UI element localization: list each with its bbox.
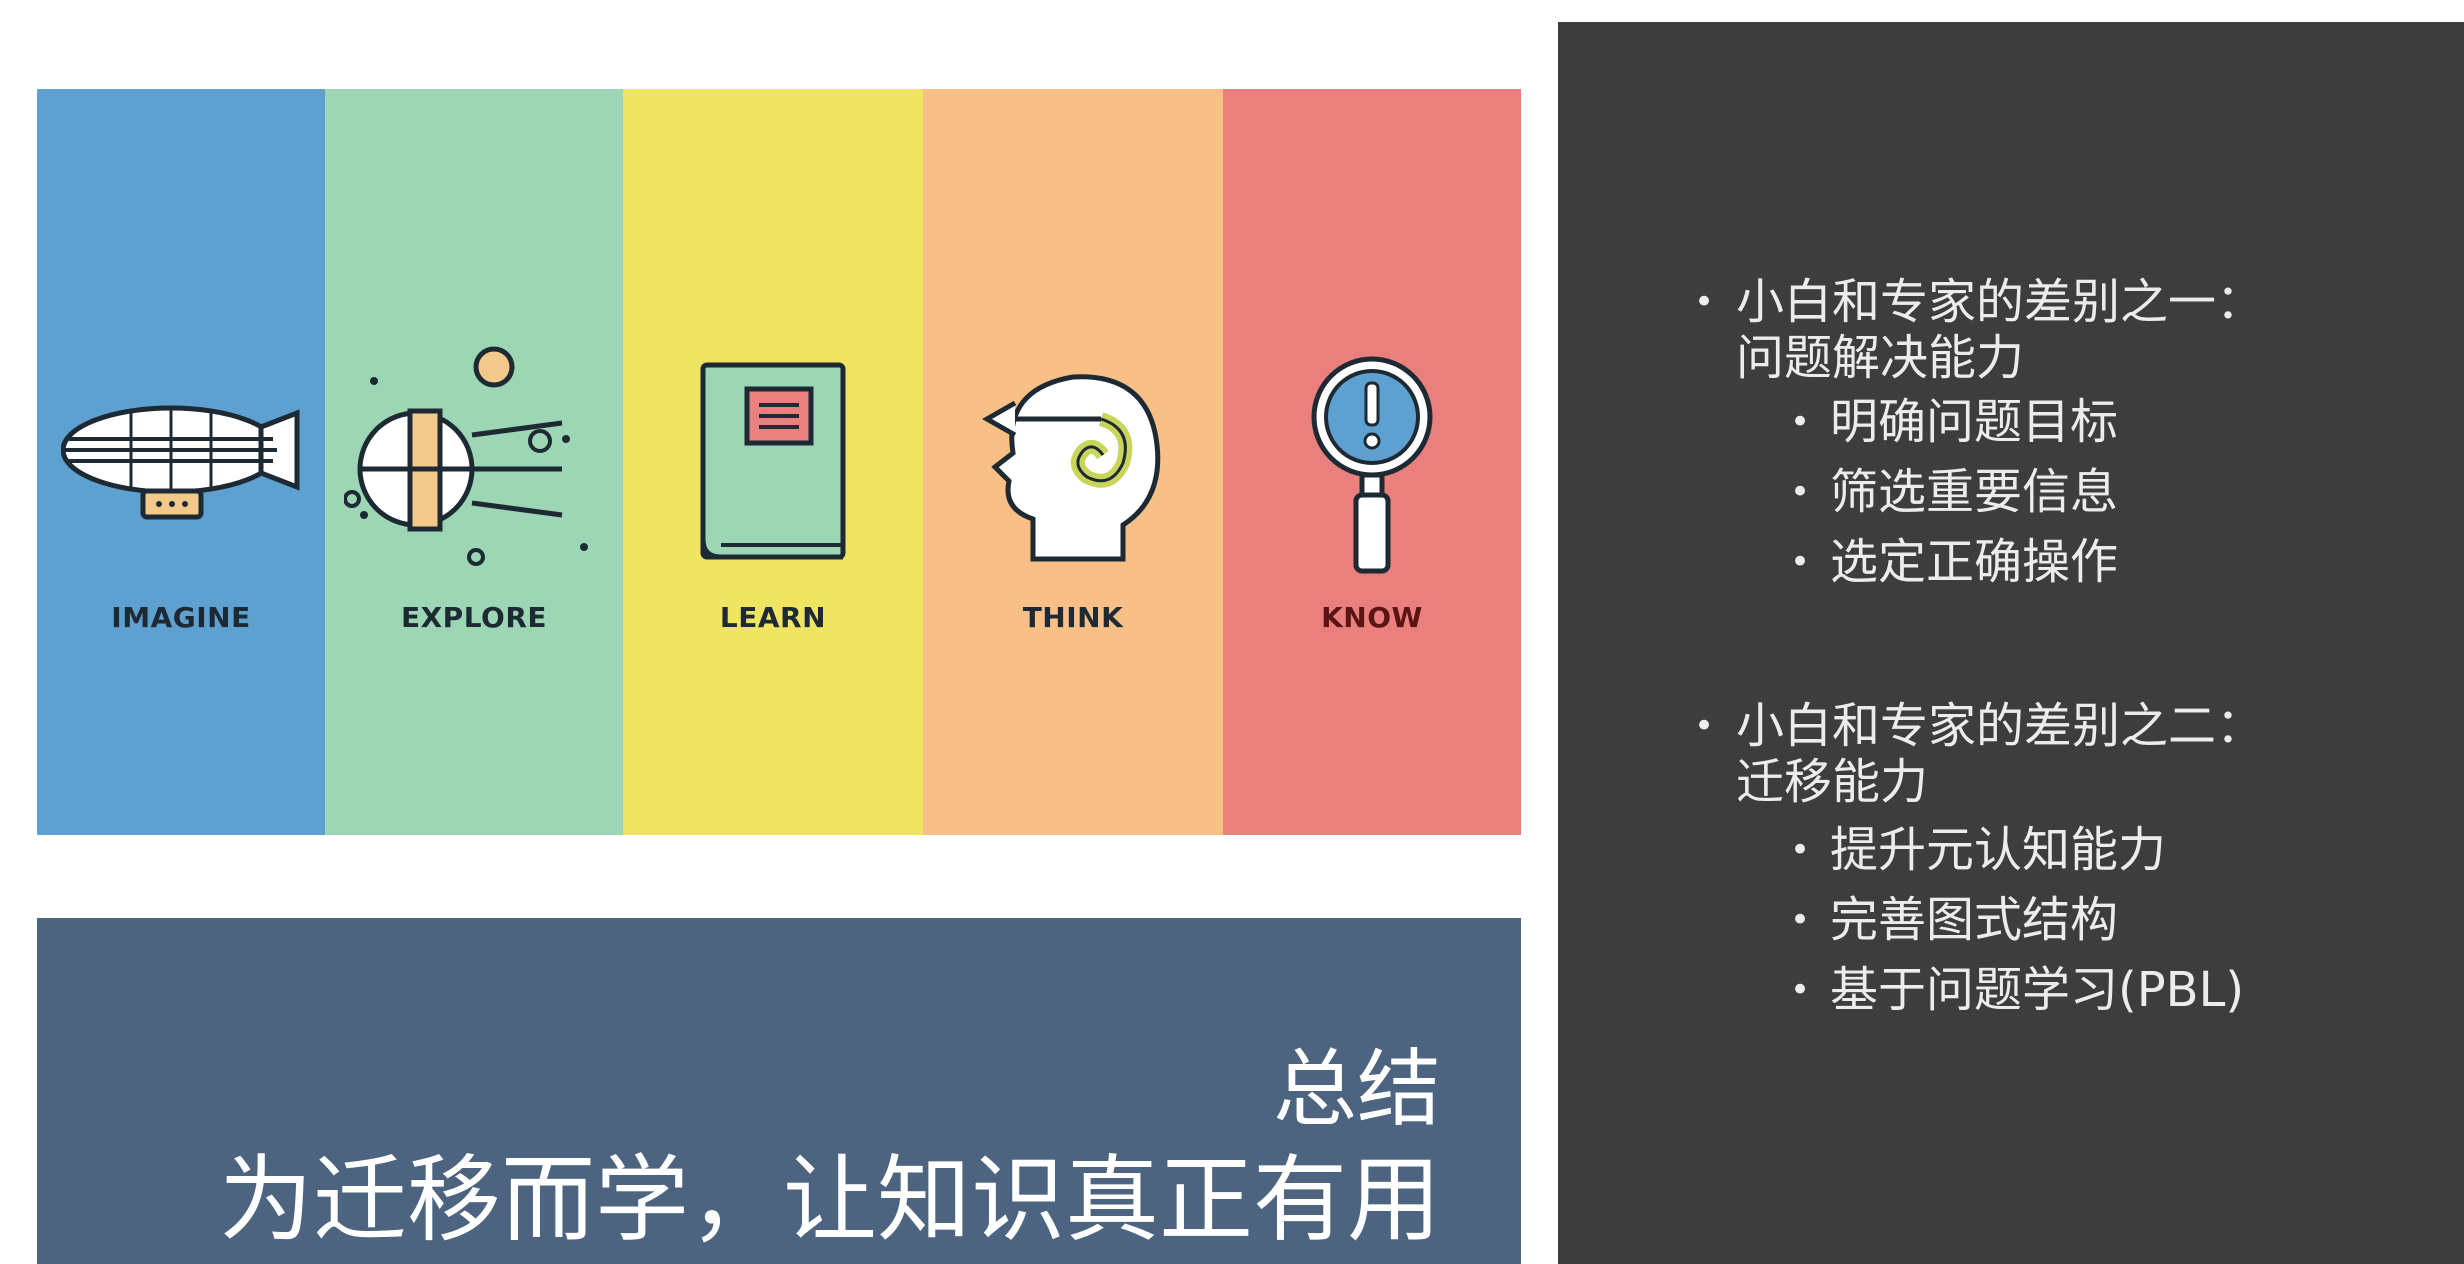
bullet-icon: • [1694, 706, 1715, 746]
stripe-think: THINK [923, 89, 1223, 835]
stripe-label: THINK [1022, 601, 1124, 634]
section-heading-line2: 迁移能力 [1736, 754, 1929, 810]
section-heading-line2: 问题解决能力 [1736, 330, 2025, 386]
airship-icon [60, 405, 301, 529]
bullet-icon: • [1790, 542, 1811, 582]
list-item: • 基于问题学习(PBL) [1790, 962, 2245, 1018]
list-item: • 选定正确操作 [1790, 534, 2119, 590]
list-item-text: 完善图式结构 [1830, 892, 2119, 948]
bullet-icon: • [1790, 970, 1811, 1010]
summary-title: 总结 [1272, 1040, 1441, 1138]
stripe-explore: EXPLORE [325, 89, 623, 835]
list-item-text: 提升元认知能力 [1830, 822, 2167, 878]
stripe-imagine: IMAGINE [37, 89, 325, 835]
summary-subtitle: 为迁移而学，让知识真正有用 [218, 1146, 1441, 1255]
list-item-text: 选定正确操作 [1830, 534, 2119, 590]
stripe-learn: LEARN [623, 89, 923, 835]
section-heading: • 小白和专家的差别之一： 问题解决能力 [1694, 274, 2265, 386]
stripe-label: IMAGINE [111, 601, 251, 634]
bullet-icon: • [1790, 900, 1811, 940]
list-item-text: 明确问题目标 [1830, 394, 2119, 450]
list-item: • 筛选重要信息 [1790, 464, 2119, 520]
stripe-know: KNOW [1223, 89, 1521, 835]
bullet-icon: • [1790, 402, 1811, 442]
stripe-label: LEARN [719, 601, 827, 634]
bullet-icon: • [1790, 472, 1811, 512]
section-heading-line1: 小白和专家的差别之二： [1736, 698, 2265, 754]
bullet-icon: • [1694, 282, 1715, 322]
list-item: • 完善图式结构 [1790, 892, 2119, 948]
stripe-label: EXPLORE [400, 601, 548, 634]
summary-box: 总结 为迁移而学，让知识真正有用 [37, 918, 1521, 1264]
stripe-label: KNOW [1321, 601, 1423, 634]
satellite-icon [343, 339, 604, 583]
learning-banner: IMAGINE EXPLORE [37, 89, 1521, 835]
list-item-text: 筛选重要信息 [1830, 464, 2119, 520]
list-item: • 提升元认知能力 [1790, 822, 2167, 878]
notes-panel: • 小白和专家的差别之一： 问题解决能力 • 明确问题目标 • 筛选重要信息 •… [1558, 22, 2464, 1264]
list-item: • 明确问题目标 [1790, 394, 2119, 450]
bullet-icon: • [1790, 830, 1811, 870]
magnifier-icon [1302, 351, 1442, 585]
book-icon [693, 359, 853, 573]
section-heading-line1: 小白和专家的差别之一： [1736, 274, 2265, 330]
list-item-text: 基于问题学习(PBL) [1830, 962, 2245, 1018]
head-icon [973, 359, 1173, 573]
section-heading: • 小白和专家的差别之二： 迁移能力 [1694, 698, 2265, 810]
